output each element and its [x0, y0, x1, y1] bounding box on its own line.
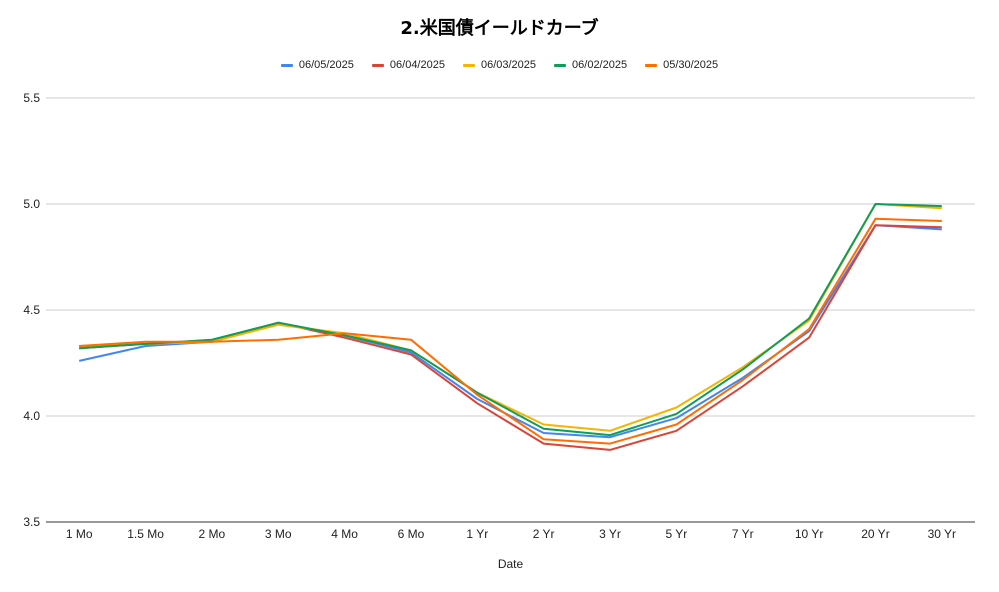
x-axis-label: Date [498, 557, 524, 571]
legend-swatch-2 [462, 63, 475, 67]
legend-item-3[interactable]: 06/02/2025 [554, 59, 627, 71]
y-axis-ticks: 3.5 4.0 4.5 5.0 5.5 [23, 91, 40, 529]
x-tick-label: 6 Mo [398, 527, 425, 541]
legend-item-1[interactable]: 06/04/2025 [371, 59, 445, 71]
y-tick-label: 4.5 [23, 303, 40, 317]
legend: 06/05/2025 06/04/2025 06/03/2025 06/02/2… [0, 59, 999, 71]
legend-label-2: 06/03/2025 [480, 59, 537, 71]
y-tick-label: 5.0 [23, 197, 40, 211]
series-lines [78, 203, 942, 451]
legend-label-0: 06/05/2025 [298, 59, 354, 71]
y-tick-label: 3.5 [23, 515, 40, 529]
legend-label-4: 05/30/2025 [663, 59, 719, 71]
series-line-4[interactable] [79, 217, 942, 445]
x-tick-label: 2 Mo [199, 527, 226, 541]
x-tick-label: 3 Yr [599, 527, 621, 541]
x-tick-label: 1.5 Mo [127, 527, 164, 541]
x-tick-label: 1 Yr [466, 527, 488, 541]
x-tick-label: 7 Yr [732, 527, 754, 541]
x-tick-label: 10 Yr [795, 527, 823, 541]
legend-label-1: 06/04/2025 [389, 59, 445, 71]
legend-item-2[interactable]: 06/03/2025 [462, 59, 537, 71]
legend-item-4[interactable]: 05/30/2025 [645, 59, 718, 71]
series-line-2[interactable] [79, 203, 942, 432]
x-tick-label: 3 Mo [265, 527, 292, 541]
x-tick-label: 20 Yr [861, 527, 889, 541]
legend-swatch-1 [371, 63, 384, 67]
x-tick-label: 2 Yr [533, 527, 555, 541]
legend-swatch-3 [554, 63, 567, 67]
chart-title: 2.米国債イールドカーブ [400, 18, 599, 39]
gridlines [46, 97, 975, 523]
y-tick-label: 5.5 [23, 91, 40, 105]
legend-label-3: 06/02/2025 [572, 59, 628, 71]
x-tick-label: 5 Yr [665, 527, 687, 541]
legend-swatch-4 [645, 63, 658, 67]
legend-item-0[interactable]: 06/05/2025 [280, 59, 354, 71]
legend-swatch-0 [280, 63, 293, 67]
y-tick-label: 4.0 [23, 409, 40, 423]
x-tick-label: 30 Yr [928, 527, 956, 541]
x-tick-label: 4 Mo [331, 527, 358, 541]
x-tick-label: 1 Mo [66, 527, 93, 541]
x-axis-ticks: 1 Mo 1.5 Mo 2 Mo 3 Mo 4 Mo 6 Mo 1 Yr 2 Yr 3 Yr 5 … [66, 527, 956, 541]
series-line-3[interactable] [79, 203, 942, 437]
